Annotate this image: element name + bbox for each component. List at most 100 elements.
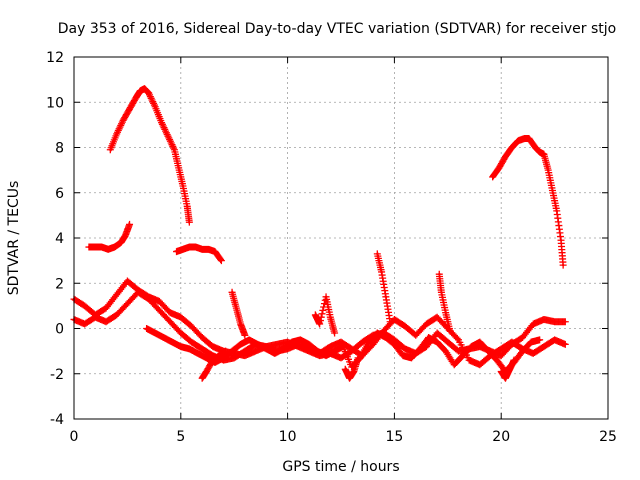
plus-markers [85,220,134,253]
data-point [143,87,146,90]
data-point [179,331,182,335]
y-tick-label: 12 [46,50,64,66]
data-point [500,370,503,373]
data-point [104,306,108,310]
data-point [538,338,541,342]
data-point [414,334,417,337]
series-low-3 [143,325,544,375]
series-arc-4 [489,134,567,269]
data-point [233,356,236,360]
data-point [265,347,268,351]
data-point [461,354,464,357]
data-point [128,107,131,111]
data-point [324,354,328,357]
data-point [239,343,242,346]
data-point [119,241,123,244]
data-point [273,352,276,355]
data-point [564,320,567,323]
data-point [352,370,356,373]
data-point [94,315,97,319]
data-point [470,345,473,348]
data-point [534,146,537,149]
data-point [230,349,234,353]
data-point [179,315,182,319]
data-point [211,345,215,348]
data-point [435,315,439,319]
data-point [529,340,533,344]
data-point [87,245,91,249]
data-point [324,295,328,299]
data-point [356,356,360,360]
data-point [230,291,234,294]
data-point [438,273,441,276]
data-point [239,322,242,326]
data-point [551,189,554,192]
data-point [538,150,541,154]
data-point [546,168,550,172]
data-point [168,320,172,323]
x-tick-label: 5 [176,429,185,445]
data-point [333,331,336,335]
data-point [457,349,460,353]
data-point [561,263,565,267]
data-point [495,358,499,362]
data-point [512,358,516,362]
data-point [457,338,460,342]
data-point [168,311,172,314]
data-point [487,349,490,353]
y-axis-label: SDTVAR / TECUs [6,181,22,296]
data-point [523,137,526,140]
y-tick-label: 0 [55,322,64,338]
data-point [491,175,494,179]
data-point [339,356,343,360]
data-point [504,155,507,158]
data-point [376,252,379,256]
data-point [361,340,364,344]
data-point [218,354,221,357]
data-point [299,338,302,342]
plus-markers [489,134,567,269]
data-points [70,85,569,382]
data-point [329,315,332,319]
plus-markers [106,85,193,226]
data-point [427,336,430,339]
data-point [542,153,546,156]
data-point [517,139,520,142]
data-point [403,347,407,351]
x-axis-label: GPS time / hours [282,459,399,475]
series-spike-4 [435,270,454,335]
y-tick-label: 6 [55,186,64,202]
plus-markers [373,250,394,326]
data-point [115,293,118,296]
data-point [177,166,180,170]
series-dip-3 [497,356,518,382]
data-point [532,352,535,355]
data-point [100,245,103,249]
data-point [553,320,556,323]
data-point [410,356,413,360]
data-point [153,105,157,108]
series-dip-2 [341,354,362,382]
data-point [371,343,375,346]
data-point [124,234,127,237]
data-point [341,345,345,348]
data-point [162,336,165,339]
data-point [256,343,259,346]
data-point [243,334,247,337]
data-point [393,343,396,346]
y-tick-label: 10 [46,95,64,111]
data-point [508,368,511,371]
data-point [329,345,332,348]
data-point [500,347,503,351]
data-point [559,239,563,242]
data-point [104,320,108,323]
data-point [444,349,447,353]
data-point [318,322,321,326]
data-point [94,245,97,249]
data-point [510,146,514,149]
y-tick-label: 2 [55,276,64,292]
data-point [205,370,208,373]
data-point [500,354,503,357]
data-point [153,331,157,335]
